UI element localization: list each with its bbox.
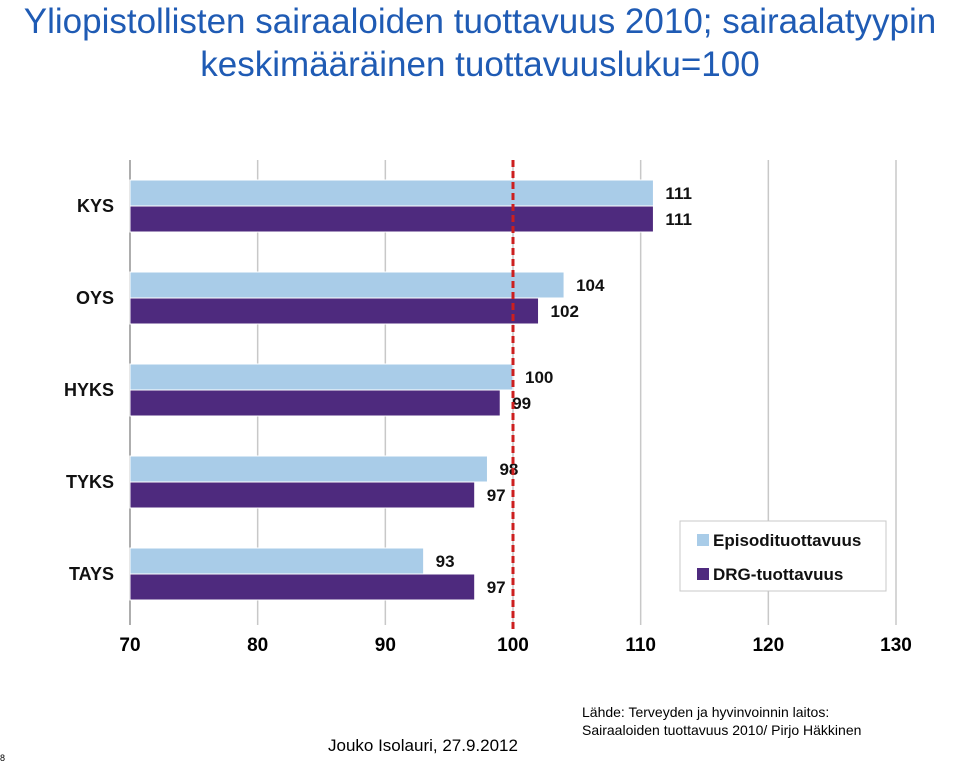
x-tick-label: 110 bbox=[625, 635, 656, 656]
bar-value-label: 97 bbox=[487, 486, 506, 505]
legend-label: DRG-tuottavuus bbox=[713, 565, 843, 584]
bar-value-label: 102 bbox=[551, 302, 579, 321]
category-labels: KYS OYS HYKS TYKS TAYS bbox=[64, 196, 114, 584]
legend-swatch bbox=[697, 568, 709, 580]
bar-value-label: 100 bbox=[525, 368, 553, 387]
category-label: HYKS bbox=[64, 380, 114, 400]
bar-value-label: 99 bbox=[512, 394, 531, 413]
legend-swatch bbox=[697, 534, 709, 546]
legend-label: Episodituottavuus bbox=[713, 531, 861, 550]
bar bbox=[129, 271, 565, 299]
category-label: OYS bbox=[76, 288, 114, 308]
bar bbox=[129, 179, 654, 207]
source-note: Lähde: Terveyden ja hyvinvoinnin laitos:… bbox=[582, 703, 861, 739]
productivity-bar-chart: 111 111 104 102 100 99 98 97 93 97 KYS OYS HYKS TYKS… bbox=[64, 160, 912, 656]
data-labels: 111 111 104 102 100 99 98 97 93 97 bbox=[436, 184, 692, 597]
bar bbox=[129, 389, 501, 417]
category-label: TYKS bbox=[66, 472, 114, 492]
bar-value-label: 98 bbox=[499, 460, 518, 479]
x-tick-label: 90 bbox=[375, 635, 396, 656]
legend-box bbox=[679, 520, 887, 592]
bar bbox=[129, 455, 488, 483]
x-tick-label: 70 bbox=[119, 635, 140, 656]
x-tick-label: 120 bbox=[752, 635, 784, 656]
x-axis-ticks: 70 80 90 100 110 120 130 bbox=[119, 635, 911, 656]
bar-value-label: 97 bbox=[487, 578, 506, 597]
bar bbox=[129, 297, 540, 325]
title-line-1: Yliopistollisten sairaaloiden tuottavuus… bbox=[23, 2, 937, 41]
x-tick-label: 130 bbox=[880, 635, 912, 656]
bars bbox=[129, 179, 654, 601]
bar bbox=[129, 547, 425, 575]
source-line-1: Lähde: Terveyden ja hyvinvoinnin laitos: bbox=[582, 704, 830, 720]
bar-value-label: 104 bbox=[576, 276, 605, 295]
x-tick-label: 80 bbox=[247, 635, 268, 656]
author-credit: Jouko Isolauri, 27.9.2012 bbox=[328, 736, 518, 755]
legend: Episodituottavuus DRG-tuottavuus bbox=[679, 520, 887, 592]
bar bbox=[129, 481, 476, 509]
bar-value-label: 93 bbox=[436, 552, 455, 571]
category-label: TAYS bbox=[69, 564, 114, 584]
bar bbox=[129, 573, 476, 601]
bar bbox=[129, 363, 514, 391]
bar-value-label: 111 bbox=[665, 184, 692, 203]
source-line-2: Sairaaloiden tuottavuus 2010/ Pirjo Häkk… bbox=[582, 722, 862, 738]
title-line-2: keskimääräinen tuottavuusluku=100 bbox=[200, 45, 760, 84]
bar bbox=[129, 205, 654, 233]
bar-value-label: 111 bbox=[665, 210, 692, 229]
x-tick-label: 100 bbox=[497, 635, 529, 656]
page-number: 8 bbox=[0, 753, 6, 763]
category-label: KYS bbox=[77, 196, 114, 216]
slide-title: Yliopistollisten sairaaloiden tuottavuus… bbox=[0, 0, 960, 86]
